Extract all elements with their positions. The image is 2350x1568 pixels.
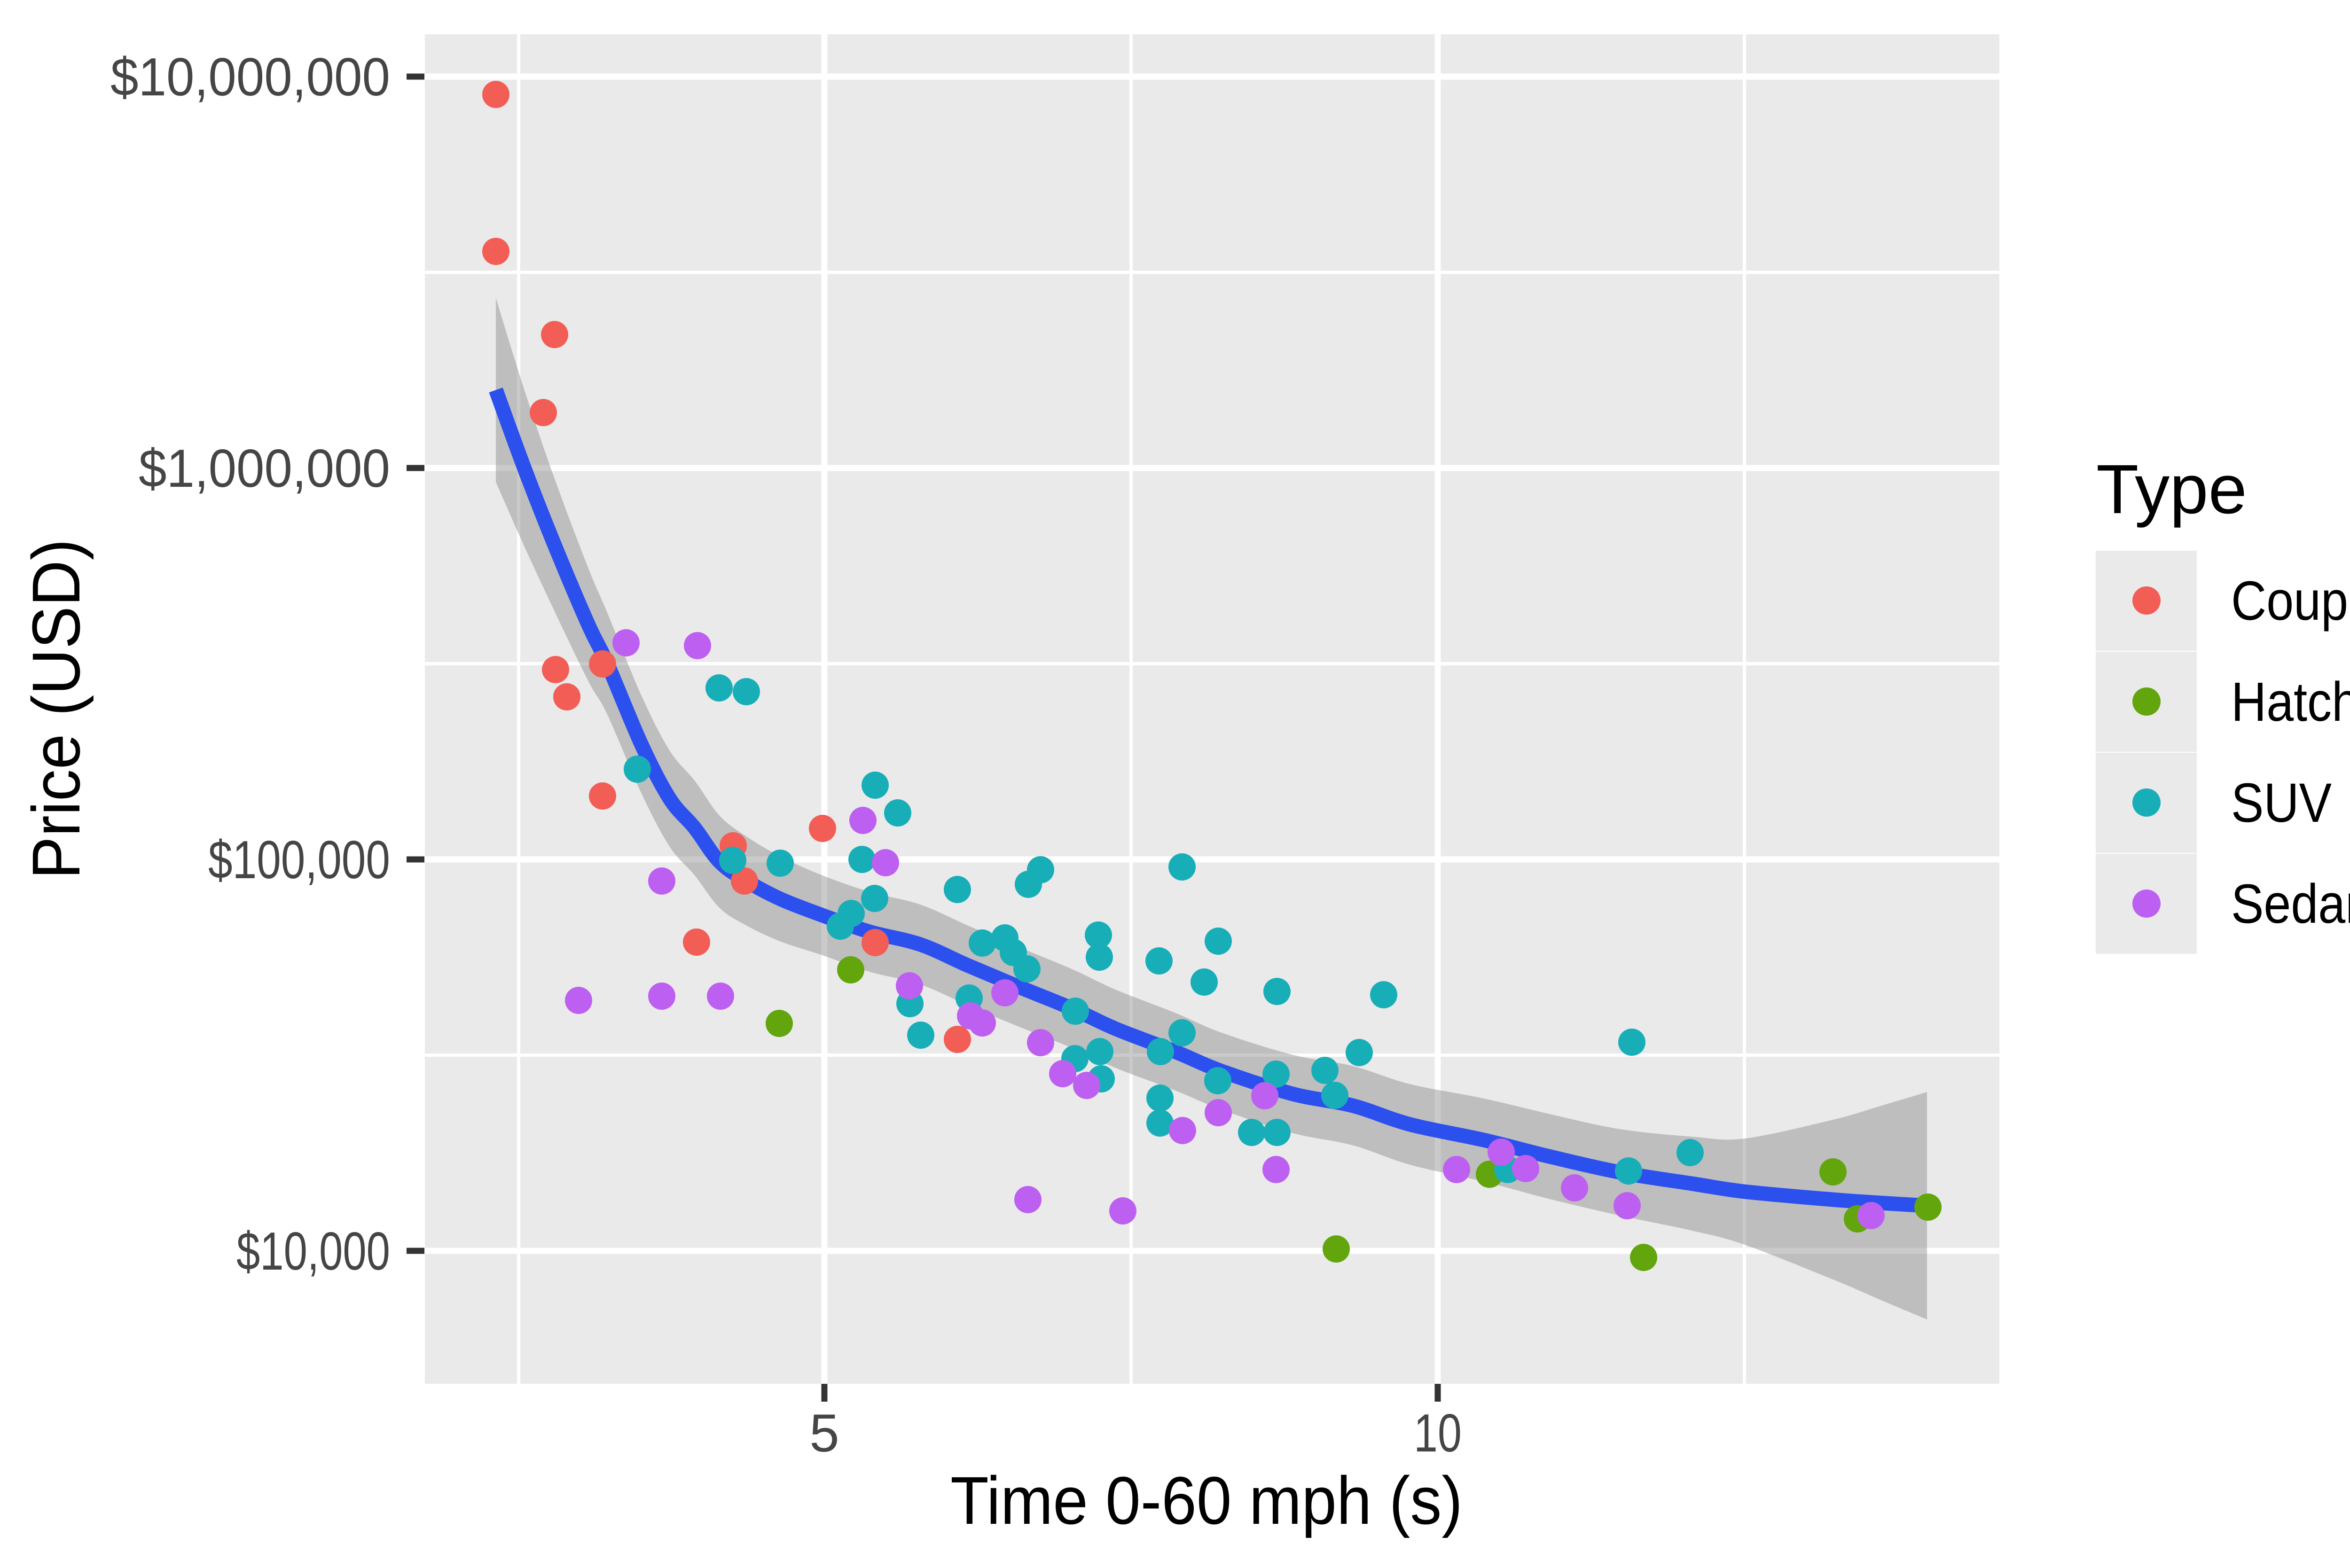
svg-text:Price (USD): Price (USD): [18, 539, 94, 879]
svg-text:5: 5: [809, 1404, 839, 1463]
svg-text:SUV: SUV: [2231, 772, 2332, 834]
svg-text:$100,000: $100,000: [208, 830, 390, 890]
svg-text:$10,000,000: $10,000,000: [110, 47, 390, 107]
svg-text:Hatchback: Hatchback: [2231, 671, 2350, 733]
svg-text:Coupe: Coupe: [2231, 570, 2350, 632]
svg-text:Time 0-60 mph (s): Time 0-60 mph (s): [950, 1463, 1463, 1538]
svg-text:Sedan: Sedan: [2231, 873, 2350, 935]
svg-text:Type: Type: [2096, 451, 2247, 528]
svg-text:$1,000,000: $1,000,000: [139, 439, 390, 499]
svg-text:$10,000: $10,000: [236, 1222, 390, 1281]
svg-text:10: 10: [1414, 1404, 1462, 1463]
